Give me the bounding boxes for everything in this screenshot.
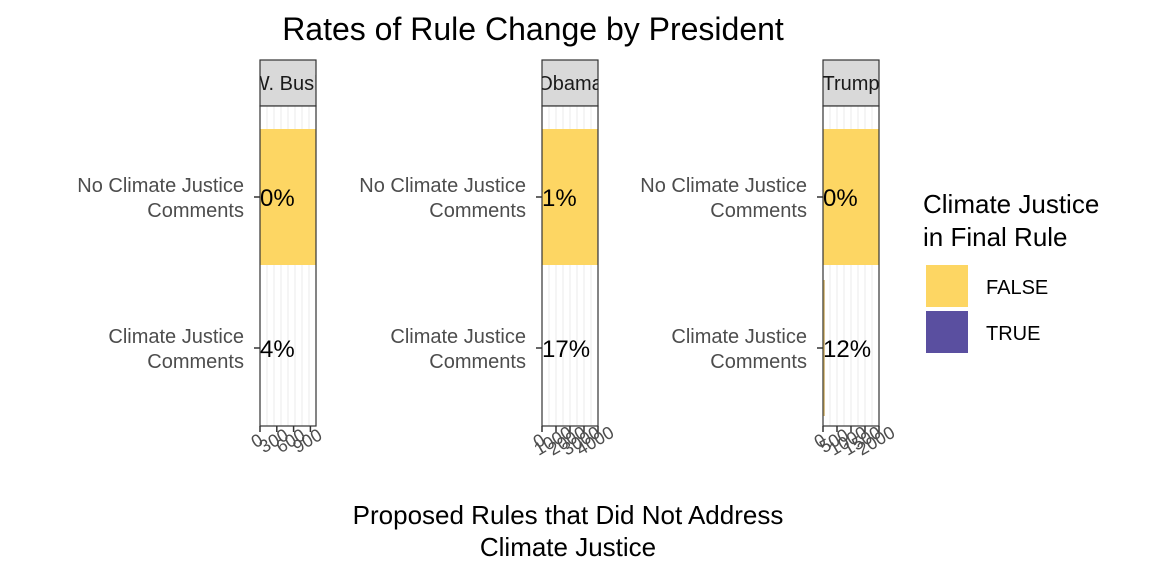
facet-1: Obama 1% 17% No Climate Justice Comments Clim…: [359, 59, 617, 459]
facet-0: W. Bush 0% 4% No Climate Justice Comments Cli…: [77, 59, 325, 457]
facet-panels: W. Bush 0% 4% No Climate Justice Comments Cli…: [77, 59, 898, 459]
bar-label-cj: 12%: [823, 336, 871, 363]
facet-strip-label: Obama: [537, 73, 603, 95]
bar-false-no_cj: [260, 129, 316, 265]
y-tick-label-no_cj: No Climate Justice: [640, 175, 807, 197]
bar-label-cj: 17%: [542, 336, 590, 363]
legend-title-line-1: Climate Justice: [923, 189, 1099, 219]
bar-false-no_cj: [542, 129, 598, 265]
facet-2: Trump 0% 12% No Climate Justice Comments Clim…: [640, 59, 898, 459]
bar-label-cj: 4%: [260, 336, 295, 363]
legend-label-true: TRUE: [986, 323, 1040, 345]
x-axis-title-line-2: Climate Justice: [480, 532, 656, 562]
panel-border: [259, 105, 317, 427]
bar-label-no_cj: 1%: [542, 185, 577, 212]
facet-strip: [822, 59, 880, 107]
y-tick-label-cj: Climate Justice: [390, 326, 526, 348]
bar-false-no_cj: [823, 129, 879, 265]
y-tick-label-no_cj: No Climate Justice: [359, 175, 526, 197]
y-tick-label-cj: Climate Justice: [108, 326, 244, 348]
facet-strip-label: Trump: [822, 73, 879, 95]
y-tick-label-cj: Climate Justice: [671, 326, 807, 348]
y-tick-label-no_cj: No Climate Justice: [77, 175, 244, 197]
chart-title: Rates of Rule Change by President: [282, 11, 784, 47]
x-axis-title-line-1: Proposed Rules that Did Not Address: [353, 500, 784, 530]
bar-false-cj: [823, 280, 825, 416]
y-tick-label-no_cj: Comments: [147, 200, 244, 222]
legend-label-false: FALSE: [986, 277, 1048, 299]
legend-title-line-2: in Final Rule: [923, 222, 1068, 252]
y-tick-label-no_cj: Comments: [710, 200, 807, 222]
y-tick-label-no_cj: Comments: [429, 200, 526, 222]
legend: Climate Justice in Final Rule FALSE TRUE: [923, 189, 1099, 353]
facet-strip: [541, 59, 599, 107]
y-tick-label-cj: Comments: [429, 351, 526, 373]
y-tick-label-cj: Comments: [710, 351, 807, 373]
bar-label-no_cj: 0%: [823, 185, 858, 212]
facet-strip: [259, 59, 317, 107]
legend-key-false: [926, 265, 968, 307]
y-tick-label-cj: Comments: [147, 351, 244, 373]
bar-label-no_cj: 0%: [260, 185, 295, 212]
facet-strip-label: W. Bush: [251, 73, 325, 95]
legend-key-true: [926, 311, 968, 353]
